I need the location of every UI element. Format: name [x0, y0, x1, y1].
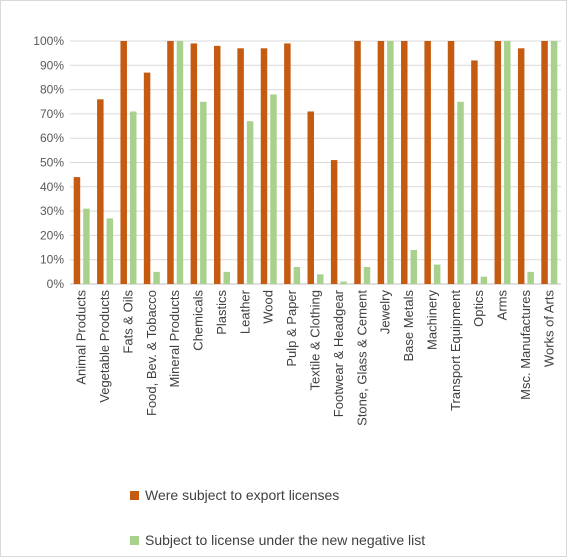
- x-tick-label: Msc. Manufactures: [518, 290, 533, 400]
- x-tick-label: Transport Equipment: [448, 290, 463, 411]
- bar-negative-list: [387, 41, 394, 284]
- legend-label-export-licenses: Were subject to export licenses: [145, 487, 340, 503]
- bar-export-licenses: [307, 111, 314, 284]
- x-axis: Animal Products Vegetable Products Fats & …: [74, 289, 557, 426]
- bar-negative-list: [433, 264, 441, 284]
- legend-item-export-licenses: Were subject to export licenses: [130, 485, 425, 505]
- y-tick-label: 40%: [40, 180, 64, 194]
- bar-export-licenses: [517, 48, 525, 284]
- bar-negative-list: [200, 101, 207, 284]
- x-tick-label: Fats & Oils: [120, 290, 135, 354]
- bar-export-licenses: [260, 48, 268, 284]
- x-tick-label: Mineral Products: [167, 290, 182, 388]
- x-tick-label: Base Metals: [401, 290, 416, 362]
- bar-export-licenses: [541, 41, 548, 284]
- x-tick-label: Stone, Glass & Cement: [354, 290, 369, 426]
- x-tick-label: Machinery: [424, 290, 439, 350]
- bar-export-licenses: [471, 60, 478, 284]
- bar-negative-list: [176, 41, 184, 284]
- x-tick-label: Footwear & Headgear: [331, 289, 346, 417]
- x-tick-label: Optics: [471, 290, 486, 327]
- x-tick-label: Animal Products: [74, 290, 89, 385]
- bar-export-licenses: [494, 41, 502, 284]
- bar-export-licenses: [73, 177, 81, 284]
- bar-negative-list: [106, 218, 114, 284]
- bar-export-licenses: [237, 48, 244, 284]
- bar-negative-list: [457, 101, 464, 284]
- bar-negative-list: [129, 111, 137, 284]
- bar-export-licenses: [167, 41, 174, 284]
- bar-export-licenses: [97, 99, 104, 284]
- x-tick-label: Food, Bev. & Tobacco: [144, 290, 159, 416]
- bar-negative-list: [410, 249, 418, 284]
- y-tick-label: 50%: [40, 156, 64, 170]
- x-tick-label: Plastics: [214, 290, 229, 335]
- y-axis: 0% 10% 20% 30% 40% 50% 60% 70% 80% 90% 100%: [33, 34, 64, 291]
- y-tick-label: 70%: [40, 107, 64, 121]
- bar-negative-list: [293, 266, 301, 284]
- x-tick-label: Jewelry: [378, 290, 393, 335]
- bar-negative-list: [504, 41, 511, 284]
- bar-export-licenses: [354, 41, 361, 284]
- bar-export-licenses: [190, 43, 198, 285]
- y-tick-label: 30%: [40, 204, 64, 218]
- y-tick-label: 90%: [40, 58, 64, 72]
- bar-negative-list: [317, 274, 324, 284]
- legend-item-negative-list: Subject to license under the new negativ…: [130, 530, 425, 550]
- x-tick-label: Vegetable Products: [97, 290, 112, 403]
- gridlines: [70, 40, 561, 285]
- bar-export-licenses: [120, 41, 127, 284]
- bar-export-licenses: [330, 160, 338, 284]
- y-tick-label: 10%: [40, 253, 64, 267]
- y-tick-label: 100%: [33, 34, 64, 48]
- x-tick-label: Works of Arts: [541, 290, 556, 368]
- bar-export-licenses: [401, 41, 408, 284]
- y-tick-label: 80%: [40, 83, 64, 97]
- legend: Were subject to export licenses Subject …: [130, 485, 425, 550]
- bars: [73, 41, 558, 285]
- bar-negative-list: [480, 276, 488, 284]
- bar-export-licenses: [447, 41, 455, 284]
- bar-export-licenses: [284, 43, 291, 285]
- bar-export-licenses: [143, 72, 151, 284]
- bar-negative-list: [83, 208, 90, 284]
- x-tick-label: Pulp & Paper: [284, 289, 299, 366]
- x-tick-label: Chemicals: [191, 290, 206, 351]
- bar-export-licenses: [377, 41, 385, 284]
- y-tick-label: 60%: [40, 131, 64, 145]
- bar-negative-list: [246, 121, 254, 284]
- x-tick-label: Wood: [261, 290, 276, 324]
- legend-swatch-export-licenses: [130, 490, 139, 500]
- x-tick-label: Leather: [237, 289, 252, 334]
- legend-swatch-negative-list: [130, 535, 139, 545]
- x-tick-label: Arms: [495, 290, 510, 321]
- y-tick-label: 0%: [47, 277, 65, 291]
- bar-negative-list: [340, 281, 347, 284]
- bar-export-licenses: [424, 41, 431, 284]
- bar-negative-list: [153, 271, 160, 284]
- legend-label-negative-list: Subject to license under the new negativ…: [145, 532, 426, 548]
- bar-negative-list: [550, 41, 558, 284]
- bar-negative-list: [223, 271, 230, 284]
- bar-negative-list: [270, 94, 277, 285]
- bar-export-licenses: [213, 45, 221, 284]
- x-tick-label: Textile & Clothing: [308, 290, 323, 390]
- bar-negative-list: [363, 266, 371, 284]
- y-tick-label: 20%: [40, 228, 64, 242]
- bar-negative-list: [527, 271, 534, 284]
